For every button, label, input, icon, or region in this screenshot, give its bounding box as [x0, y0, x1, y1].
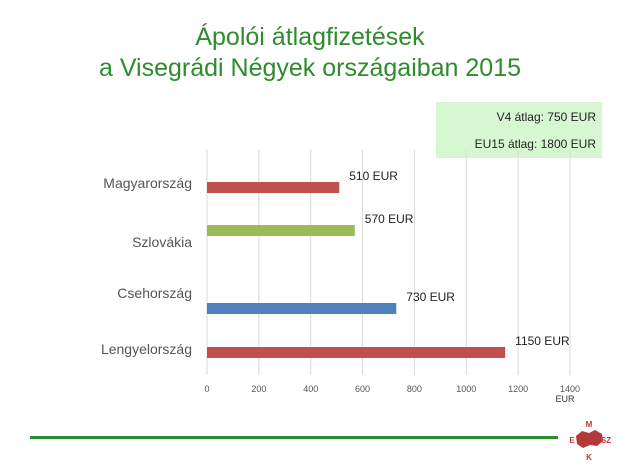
map-emblem-icon: [576, 430, 603, 448]
logo-letter-left: E: [569, 436, 575, 445]
bar-1: [207, 225, 355, 236]
category-label-2: Csehország: [117, 285, 192, 301]
title-line-1: Ápolói átlagfizetések: [195, 23, 425, 51]
x-tick-label-2: 400: [303, 384, 318, 394]
bar-3: [207, 347, 506, 358]
x-axis-label: EUR: [555, 394, 575, 404]
mesz-logo: M E SZ K: [569, 420, 611, 462]
footer-divider: [30, 436, 558, 439]
logo-letter-top: M: [586, 420, 593, 429]
category-label-1: Szlovákia: [132, 234, 192, 250]
x-tick-label-5: 1000: [456, 384, 476, 394]
x-tick-label-0: 0: [204, 384, 209, 394]
averages-box: V4 átlag: 750 EUR EU15 átlag: 1800 EUR: [436, 102, 602, 158]
data-label-3: 1150 EUR: [515, 334, 570, 348]
category-label-0: Magyarország: [103, 175, 192, 191]
x-tick-label-4: 800: [407, 384, 422, 394]
data-label-0: 510 EUR: [349, 169, 398, 183]
x-tick-label-1: 200: [251, 384, 266, 394]
logo-letter-bottom: K: [586, 453, 592, 462]
eu15-average: EU15 átlag: 1800 EUR: [474, 137, 596, 151]
category-label-3: Lengyelország: [101, 341, 192, 357]
logo-letter-right: SZ: [601, 436, 611, 445]
data-label-2: 730 EUR: [406, 290, 455, 304]
data-label-1: 570 EUR: [365, 212, 414, 226]
v4-average: V4 átlag: 750 EUR: [496, 110, 596, 124]
x-tick-label-6: 1200: [508, 384, 528, 394]
title-line-2: a Visegrádi Négyek országaiban 2015: [98, 54, 522, 82]
bar-2: [207, 303, 397, 314]
x-tick-label-7: 1400: [560, 384, 580, 394]
x-tick-label-3: 600: [355, 384, 370, 394]
chart-title: Ápolói átlagfizetések a Visegrádi Négyek…: [0, 22, 620, 84]
bar-0: [207, 182, 340, 193]
